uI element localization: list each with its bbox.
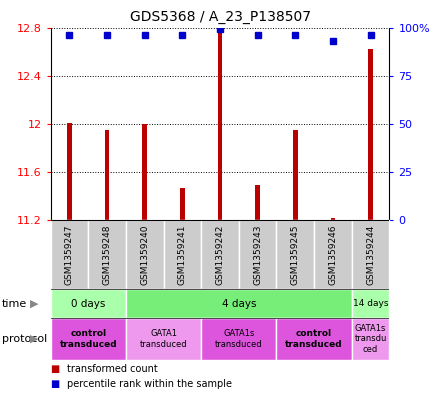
Text: control
transduced: control transduced bbox=[285, 329, 343, 349]
Bar bbox=[201, 220, 239, 289]
Bar bbox=[352, 318, 389, 360]
Bar bbox=[126, 318, 201, 360]
Text: 0 days: 0 days bbox=[71, 299, 106, 309]
Bar bbox=[368, 49, 373, 220]
Text: GSM1359245: GSM1359245 bbox=[291, 224, 300, 285]
Bar bbox=[180, 187, 185, 220]
Text: GSM1359243: GSM1359243 bbox=[253, 224, 262, 285]
Bar bbox=[143, 124, 147, 220]
Bar bbox=[331, 218, 335, 220]
Bar bbox=[314, 220, 352, 289]
Bar bbox=[239, 220, 276, 289]
Bar bbox=[126, 289, 352, 318]
Text: GATA1s
transduced: GATA1s transduced bbox=[215, 329, 263, 349]
Text: GSM1359248: GSM1359248 bbox=[103, 224, 112, 285]
Text: GSM1359247: GSM1359247 bbox=[65, 224, 74, 285]
Bar bbox=[51, 289, 126, 318]
Bar bbox=[51, 220, 88, 289]
Text: ■: ■ bbox=[51, 364, 60, 374]
Bar bbox=[88, 220, 126, 289]
Text: GATA1
transduced: GATA1 transduced bbox=[140, 329, 187, 349]
Text: 4 days: 4 days bbox=[222, 299, 256, 309]
Bar bbox=[293, 130, 297, 220]
Bar bbox=[352, 289, 389, 318]
Bar bbox=[201, 318, 276, 360]
Text: GSM1359241: GSM1359241 bbox=[178, 224, 187, 285]
Text: time: time bbox=[2, 299, 27, 309]
Bar bbox=[67, 123, 72, 220]
Bar bbox=[105, 130, 109, 220]
Text: percentile rank within the sample: percentile rank within the sample bbox=[67, 378, 232, 389]
Text: ▶: ▶ bbox=[30, 299, 38, 309]
Text: control
transduced: control transduced bbox=[59, 329, 117, 349]
Text: GSM1359246: GSM1359246 bbox=[328, 224, 337, 285]
Text: 14 days: 14 days bbox=[353, 299, 389, 308]
Bar bbox=[51, 318, 126, 360]
Text: GATA1s
transdu
ced: GATA1s transdu ced bbox=[354, 324, 387, 354]
Title: GDS5368 / A_23_P138507: GDS5368 / A_23_P138507 bbox=[129, 10, 311, 24]
Text: ▶: ▶ bbox=[30, 334, 38, 344]
Bar bbox=[218, 31, 222, 220]
Bar bbox=[164, 220, 201, 289]
Bar bbox=[255, 185, 260, 220]
Bar bbox=[126, 220, 164, 289]
Text: transformed count: transformed count bbox=[67, 364, 158, 374]
Text: GSM1359240: GSM1359240 bbox=[140, 224, 149, 285]
Bar bbox=[352, 220, 389, 289]
Text: ■: ■ bbox=[51, 378, 60, 389]
Text: protocol: protocol bbox=[2, 334, 48, 344]
Text: GSM1359244: GSM1359244 bbox=[366, 224, 375, 285]
Bar bbox=[276, 220, 314, 289]
Text: GSM1359242: GSM1359242 bbox=[216, 224, 224, 285]
Bar bbox=[276, 318, 352, 360]
